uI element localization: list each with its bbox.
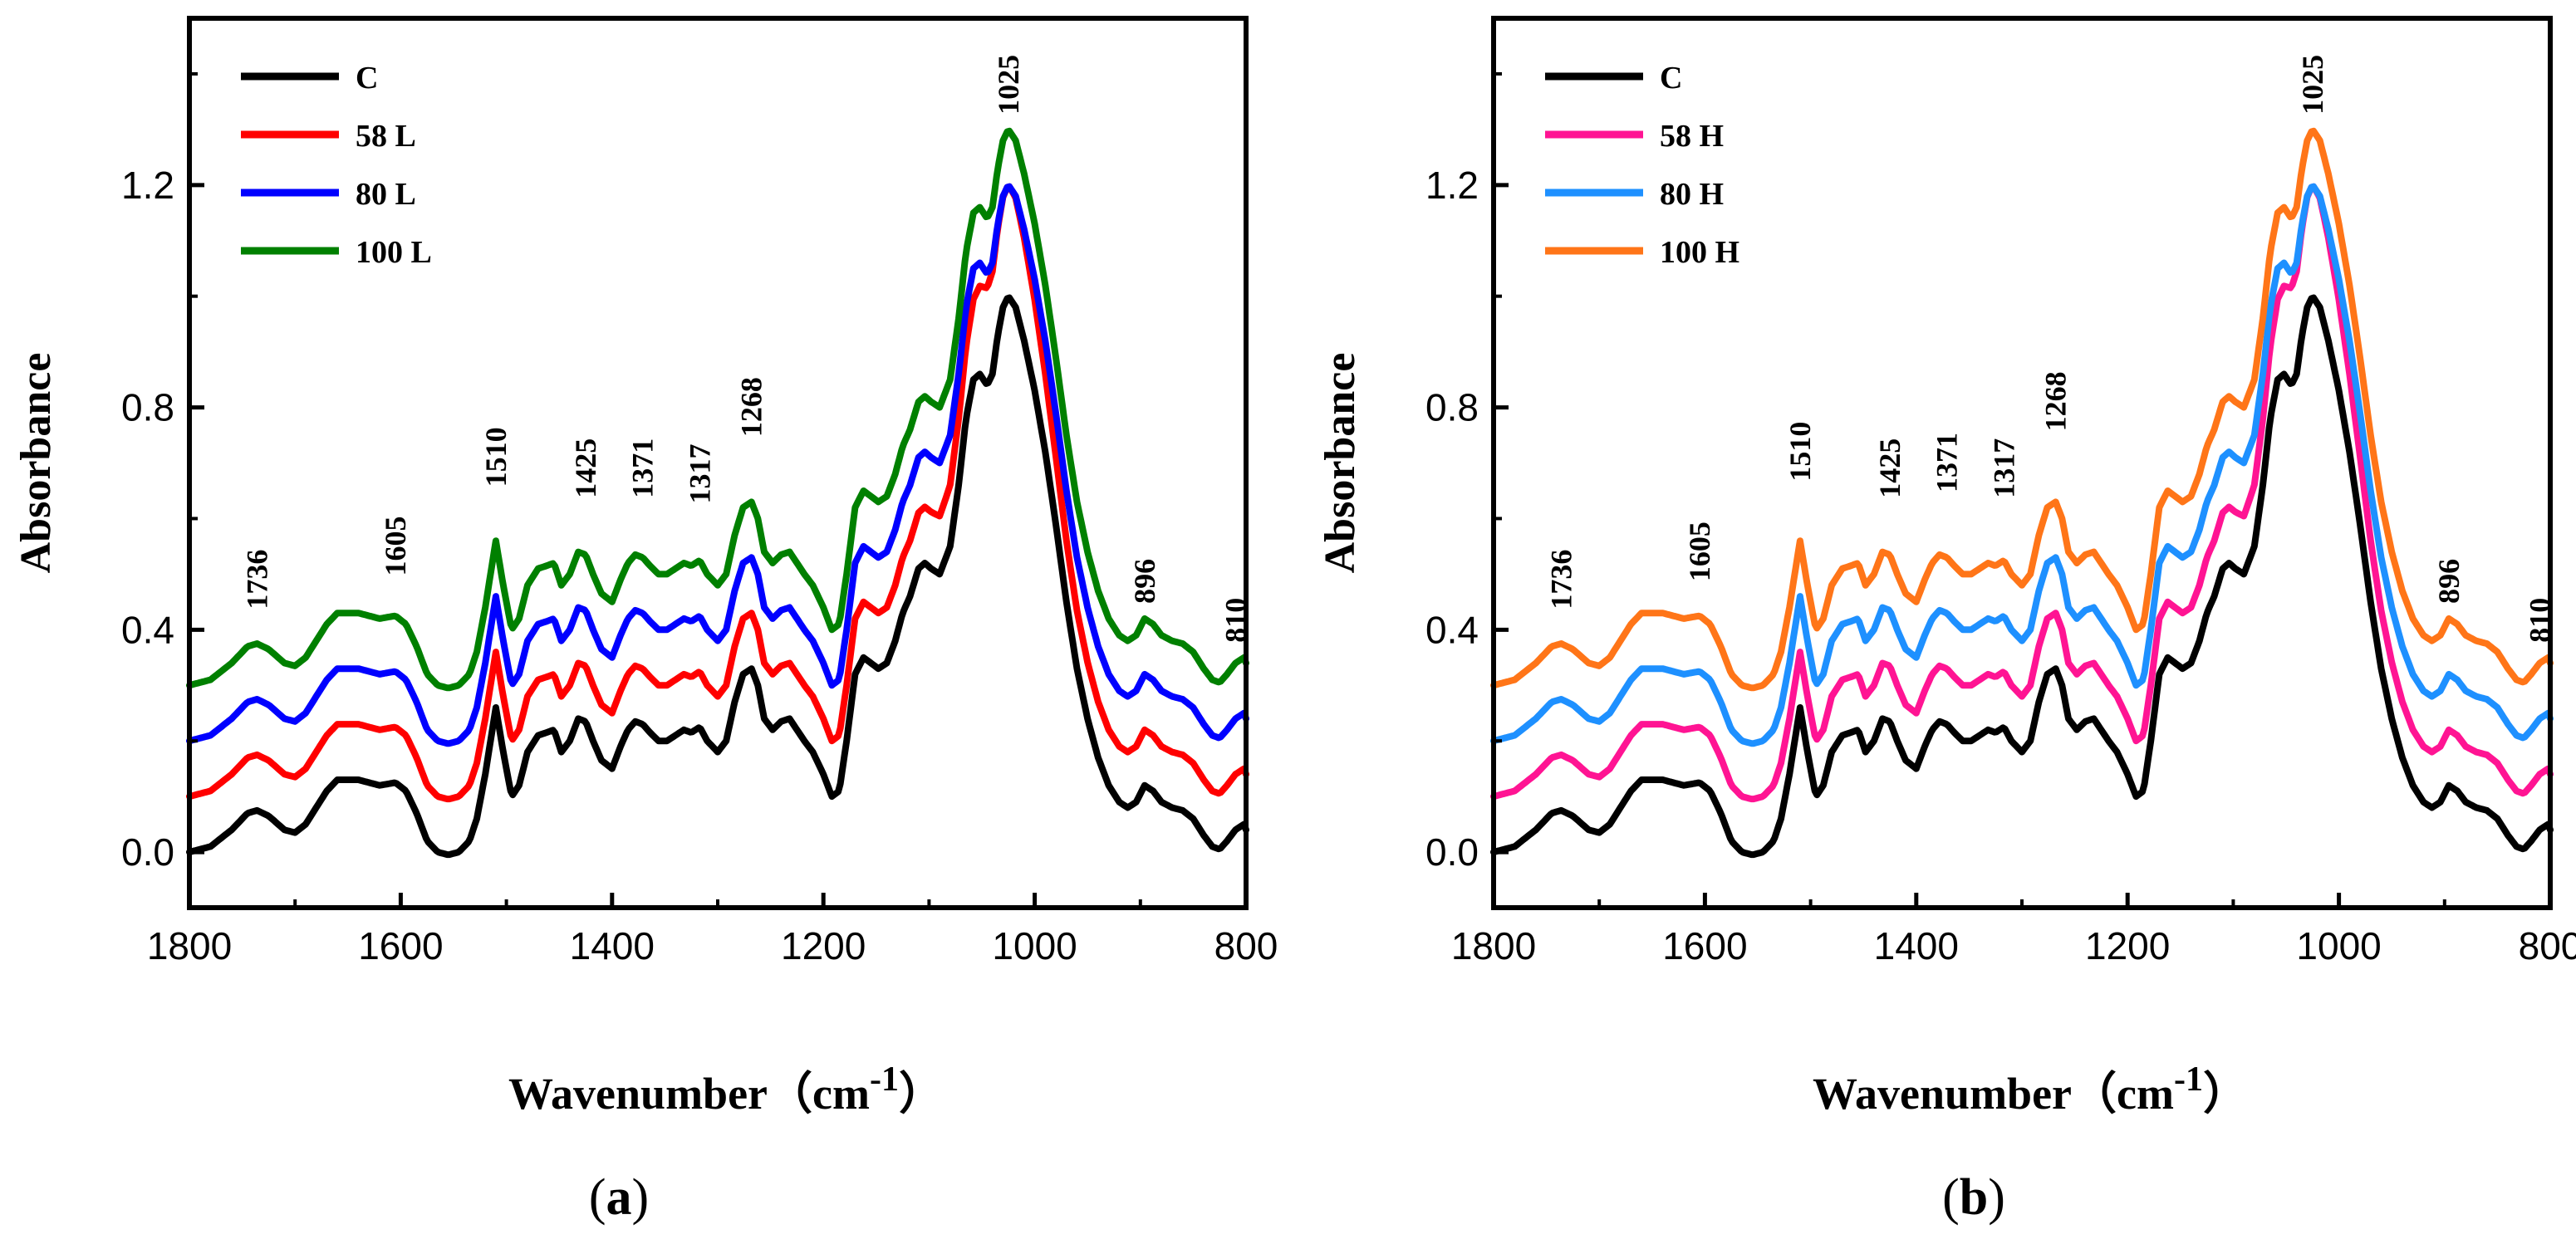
peak-label: 1605 xyxy=(379,516,412,575)
peak-label: 1510 xyxy=(479,427,513,487)
peak-label: 1425 xyxy=(1873,438,1906,498)
legend-label: 80 H xyxy=(1660,177,1724,212)
series-line-100-h xyxy=(1490,127,2554,692)
y-axis: 0.0 0.4 0.8 1.2 xyxy=(1425,71,1509,874)
series-line-c xyxy=(1490,294,2554,859)
y-tick-label: 1.2 xyxy=(1425,164,1479,207)
series-line-c xyxy=(186,294,1249,859)
caption-letter: a xyxy=(606,1169,632,1226)
x-axis-title-superscript: -1 xyxy=(2174,1060,2203,1099)
plot-area xyxy=(186,127,1249,859)
legend: C 58 H 80 H 100 H xyxy=(1545,61,1739,270)
peak-labels: 1736 1605 1510 1425 1371 1317 1268 1025 896 810 xyxy=(1544,55,2556,643)
panel-caption: (a) xyxy=(589,1169,649,1226)
peak-label: 1317 xyxy=(1987,438,2020,498)
peak-label: 896 xyxy=(2432,559,2466,604)
x-axis-title: Wavenumber（cm-1） xyxy=(508,1060,944,1119)
panel-a: 1800 1600 1400 1200 1000 800 0.0 0.4 0.8 1.2 Absor… xyxy=(12,16,1278,1226)
x-tick-label: 1200 xyxy=(2085,924,2170,967)
x-axis-title-unit-close: ） xyxy=(899,1069,944,1119)
x-tick-label: 1000 xyxy=(2296,924,2381,967)
x-tick-label: 1600 xyxy=(358,924,443,967)
x-tick-label: 1400 xyxy=(1874,924,1959,967)
x-tick-label: 1000 xyxy=(992,924,1077,967)
peak-label: 1025 xyxy=(992,55,1025,115)
y-tick-label: 0.4 xyxy=(121,608,174,651)
peak-label: 1605 xyxy=(1683,522,1716,581)
y-axis-title: Absorbance xyxy=(1317,353,1364,574)
panel-caption: (b) xyxy=(1942,1169,2005,1226)
peak-label: 1268 xyxy=(2039,371,2073,431)
peak-label: 1736 xyxy=(240,550,273,610)
series-line-100-l xyxy=(186,127,1249,692)
peak-label: 810 xyxy=(1219,598,1252,643)
series-line-80-h xyxy=(1490,183,2554,747)
peak-label: 810 xyxy=(2523,598,2556,643)
caption-letter: b xyxy=(1960,1169,1988,1226)
y-tick-label: 0.8 xyxy=(1425,386,1479,429)
x-tick-label: 800 xyxy=(1214,924,1278,967)
x-tick-label: 1200 xyxy=(781,924,866,967)
legend-label: 100 L xyxy=(356,235,432,270)
legend-label: C xyxy=(356,61,378,96)
caption-paren: ( xyxy=(1942,1169,1960,1226)
axes-frame xyxy=(187,16,1249,910)
y-tick-label: 0.4 xyxy=(1425,608,1479,651)
y-tick-label: 0.0 xyxy=(121,830,174,874)
x-tick-label: 800 xyxy=(2519,924,2576,967)
peak-label: 1371 xyxy=(626,438,660,498)
peak-label: 1371 xyxy=(1931,433,1964,492)
x-axis-title-unit-close: ） xyxy=(2203,1069,2248,1119)
y-tick-label: 0.8 xyxy=(121,386,174,429)
series-line-80-l xyxy=(186,183,1249,747)
peak-label: 1425 xyxy=(569,438,602,498)
peak-label: 896 xyxy=(1128,559,1161,604)
x-axis: 1800 1600 1400 1200 1000 800 xyxy=(1451,893,2576,967)
x-axis-title-word: Wavenumber xyxy=(508,1069,768,1119)
x-axis-title: Wavenumber（cm-1） xyxy=(1813,1060,2248,1119)
caption-paren: ) xyxy=(632,1169,650,1226)
y-axis: 0.0 0.4 0.8 1.2 xyxy=(121,71,204,874)
legend-label: C xyxy=(1660,61,1682,96)
y-tick-label: 0.0 xyxy=(1425,830,1479,874)
x-axis-title-superscript: -1 xyxy=(870,1060,899,1099)
x-axis: 1800 1600 1400 1200 1000 800 xyxy=(147,893,1278,967)
peak-label: 1736 xyxy=(1544,550,1577,610)
x-tick-label: 1600 xyxy=(1662,924,1747,967)
x-axis-title-unit: （cm xyxy=(768,1069,870,1119)
legend-label: 58 L xyxy=(356,119,416,154)
x-tick-label: 1800 xyxy=(147,924,232,967)
series-line-58-h xyxy=(1490,183,2554,803)
y-tick-label: 1.2 xyxy=(121,164,174,207)
peak-label: 1317 xyxy=(683,443,716,503)
caption-paren: ( xyxy=(589,1169,606,1226)
panel-b: 1800 1600 1400 1200 1000 800 0.0 0.4 0.8 1.2 Absor… xyxy=(1317,16,2576,1226)
peak-label: 1510 xyxy=(1784,422,1817,482)
legend-label: 58 H xyxy=(1660,119,1724,154)
legend-label: 80 L xyxy=(356,177,416,212)
x-axis-title-word: Wavenumber xyxy=(1813,1069,2072,1119)
axes-frame xyxy=(1491,16,2553,910)
peak-label: 1268 xyxy=(735,377,768,437)
x-tick-label: 1800 xyxy=(1451,924,1536,967)
plot-area xyxy=(1490,127,2554,859)
peak-label: 1025 xyxy=(2296,55,2329,115)
y-axis-title: Absorbance xyxy=(12,353,60,574)
x-tick-label: 1400 xyxy=(570,924,655,967)
series-line-58-l xyxy=(186,183,1249,803)
legend: C 58 L 80 L 100 L xyxy=(241,61,432,270)
x-axis-title-unit: （cm xyxy=(2072,1069,2174,1119)
caption-paren: ) xyxy=(1988,1169,2005,1226)
legend-label: 100 H xyxy=(1660,235,1739,270)
peak-labels: 1736 1605 1510 1425 1371 1317 1268 1025 896 810 xyxy=(240,55,1252,643)
